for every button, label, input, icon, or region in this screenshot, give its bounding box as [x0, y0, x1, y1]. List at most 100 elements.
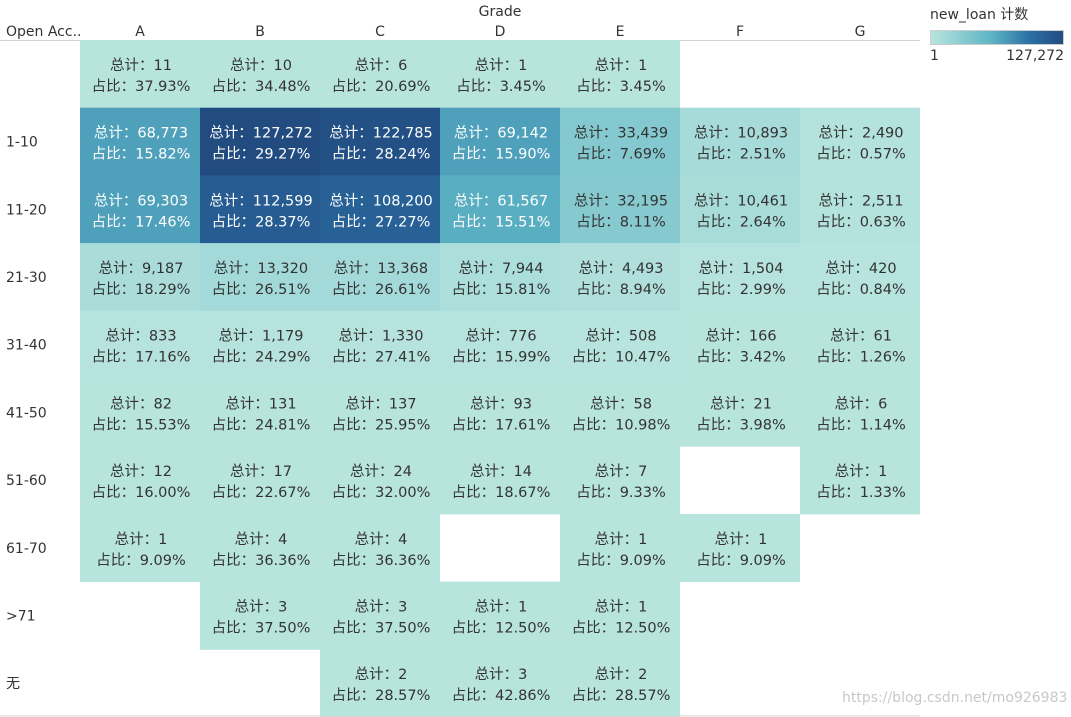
cell-total-label: 总计：24 — [350, 463, 412, 480]
legend-min-label: 1 — [930, 48, 939, 64]
heatmap-cell — [560, 175, 680, 244]
heatmap-cell — [440, 378, 560, 447]
heatmap-cell — [320, 581, 440, 650]
heatmap-cell — [800, 378, 920, 447]
cell-total-label: 总计：2,511 — [818, 192, 903, 209]
cell-percent-label: 占比：10.98% — [572, 416, 671, 433]
cell-total-label: 总计：1 — [595, 598, 648, 615]
heatmap-cell — [440, 175, 560, 244]
heatmap-cell — [80, 243, 200, 312]
cell-percent-label: 占比：1.26% — [816, 349, 906, 366]
cell-percent-label: 占比：9.33% — [576, 484, 666, 501]
cell-total-label: 总计：3 — [355, 598, 408, 615]
cell-percent-label: 占比：9.09% — [576, 552, 666, 569]
cell-total-label: 总计：61 — [830, 328, 892, 345]
cell-total-label: 总计：112,599 — [209, 192, 312, 209]
cell-percent-label: 占比：29.27% — [212, 146, 311, 163]
cell-total-label: 总计：4 — [235, 531, 288, 548]
heatmap-cell — [200, 310, 320, 379]
cell-percent-label: 占比：15.82% — [92, 146, 191, 163]
cell-percent-label: 占比：17.46% — [92, 213, 191, 230]
legend-title: new_loan 计数 — [930, 7, 1029, 23]
heatmap-cell — [800, 446, 920, 515]
cell-total-label: 总计：32,195 — [574, 192, 668, 209]
cell-percent-label: 占比：15.99% — [452, 349, 551, 366]
cell-total-label: 总计：33,439 — [574, 125, 668, 142]
cell-total-label: 总计：93 — [470, 395, 532, 412]
heatmap-cell — [200, 378, 320, 447]
column-header-a: A — [135, 24, 145, 40]
heatmap-cell — [80, 175, 200, 244]
cell-percent-label: 占比：26.61% — [332, 281, 431, 298]
cell-percent-label: 占比：28.57% — [332, 687, 431, 704]
row-label: 31-40 — [6, 338, 47, 354]
cell-percent-label: 占比：27.27% — [332, 213, 431, 230]
heatmap-cell — [200, 40, 320, 109]
cell-percent-label: 占比：28.57% — [572, 687, 671, 704]
heatmap-cell — [200, 243, 320, 312]
cell-total-label: 总计：131 — [225, 395, 296, 412]
cell-total-label: 总计：1 — [595, 57, 648, 74]
heatmap-cell — [320, 446, 440, 515]
cell-percent-label: 占比：12.50% — [452, 619, 551, 636]
cell-percent-label: 占比：3.42% — [696, 349, 786, 366]
heatmap-cell — [80, 446, 200, 515]
cell-percent-label: 占比：28.37% — [212, 213, 311, 230]
heatmap-cell — [680, 107, 800, 176]
cell-total-label: 总计：2 — [595, 666, 648, 683]
heatmap-cell — [440, 243, 560, 312]
cell-percent-label: 占比：9.09% — [696, 552, 786, 569]
heatmap-cell — [560, 40, 680, 109]
cell-total-label: 总计：6 — [835, 395, 888, 412]
cell-percent-label: 占比：18.67% — [452, 484, 551, 501]
x-axis-title: Grade — [479, 4, 522, 20]
cell-percent-label: 占比：2.64% — [696, 213, 786, 230]
heatmap-cell — [440, 446, 560, 515]
cell-percent-label: 占比：3.45% — [576, 78, 666, 95]
row-label: 11-20 — [6, 202, 47, 218]
heatmap-cell — [80, 513, 200, 583]
cell-total-label: 总计：833 — [105, 328, 176, 345]
y-axis-header: Open Acc.. — [6, 24, 81, 40]
cell-total-label: 总计：12 — [110, 463, 172, 480]
heatmap-cell — [560, 243, 680, 312]
cell-percent-label: 占比：32.00% — [332, 484, 431, 501]
heatmap-cell — [80, 378, 200, 447]
cell-percent-label: 占比：26.51% — [212, 281, 311, 298]
heatmap-cell — [560, 649, 680, 717]
cell-total-label: 总计：69,303 — [94, 192, 188, 209]
heatmap-cell — [80, 310, 200, 379]
column-header-b: B — [255, 24, 265, 40]
heatmap-cell — [440, 310, 560, 379]
heatmap-cell — [440, 649, 560, 717]
cell-total-label: 总计：1,504 — [698, 260, 783, 277]
heatmap-cell — [560, 310, 680, 379]
cell-percent-label: 占比：42.86% — [452, 687, 551, 704]
watermark: https://blog.csdn.net/mo926983 — [842, 690, 1068, 706]
heatmap-cell — [680, 378, 800, 447]
cell-total-label: 总计：13,320 — [214, 260, 308, 277]
heatmap-cell — [320, 310, 440, 379]
heatmap-cell — [680, 175, 800, 244]
heatmap-cell — [200, 175, 320, 244]
heatmap-cell — [200, 581, 320, 650]
cell-total-label: 总计：108,200 — [329, 192, 432, 209]
heatmap-cell — [80, 107, 200, 176]
cell-percent-label: 占比：0.57% — [816, 146, 906, 163]
cell-percent-label: 占比：28.24% — [332, 146, 431, 163]
cell-percent-label: 占比：17.61% — [452, 416, 551, 433]
cell-total-label: 总计：7 — [595, 463, 648, 480]
row-label: 41-50 — [6, 405, 47, 421]
cell-percent-label: 占比：15.53% — [92, 416, 191, 433]
heatmap-cell — [440, 107, 560, 176]
row-label: 21-30 — [6, 270, 47, 286]
cell-percent-label: 占比：15.81% — [452, 281, 551, 298]
cell-total-label: 总计：3 — [475, 666, 528, 683]
cell-percent-label: 占比：3.45% — [456, 78, 546, 95]
cell-total-label: 总计：11 — [110, 57, 172, 74]
heatmap-cell — [800, 175, 920, 244]
heatmap-cell — [680, 243, 800, 312]
heatmap-cell — [800, 107, 920, 176]
cell-percent-label: 占比：24.29% — [212, 349, 311, 366]
cell-total-label: 总计：7,944 — [458, 260, 543, 277]
